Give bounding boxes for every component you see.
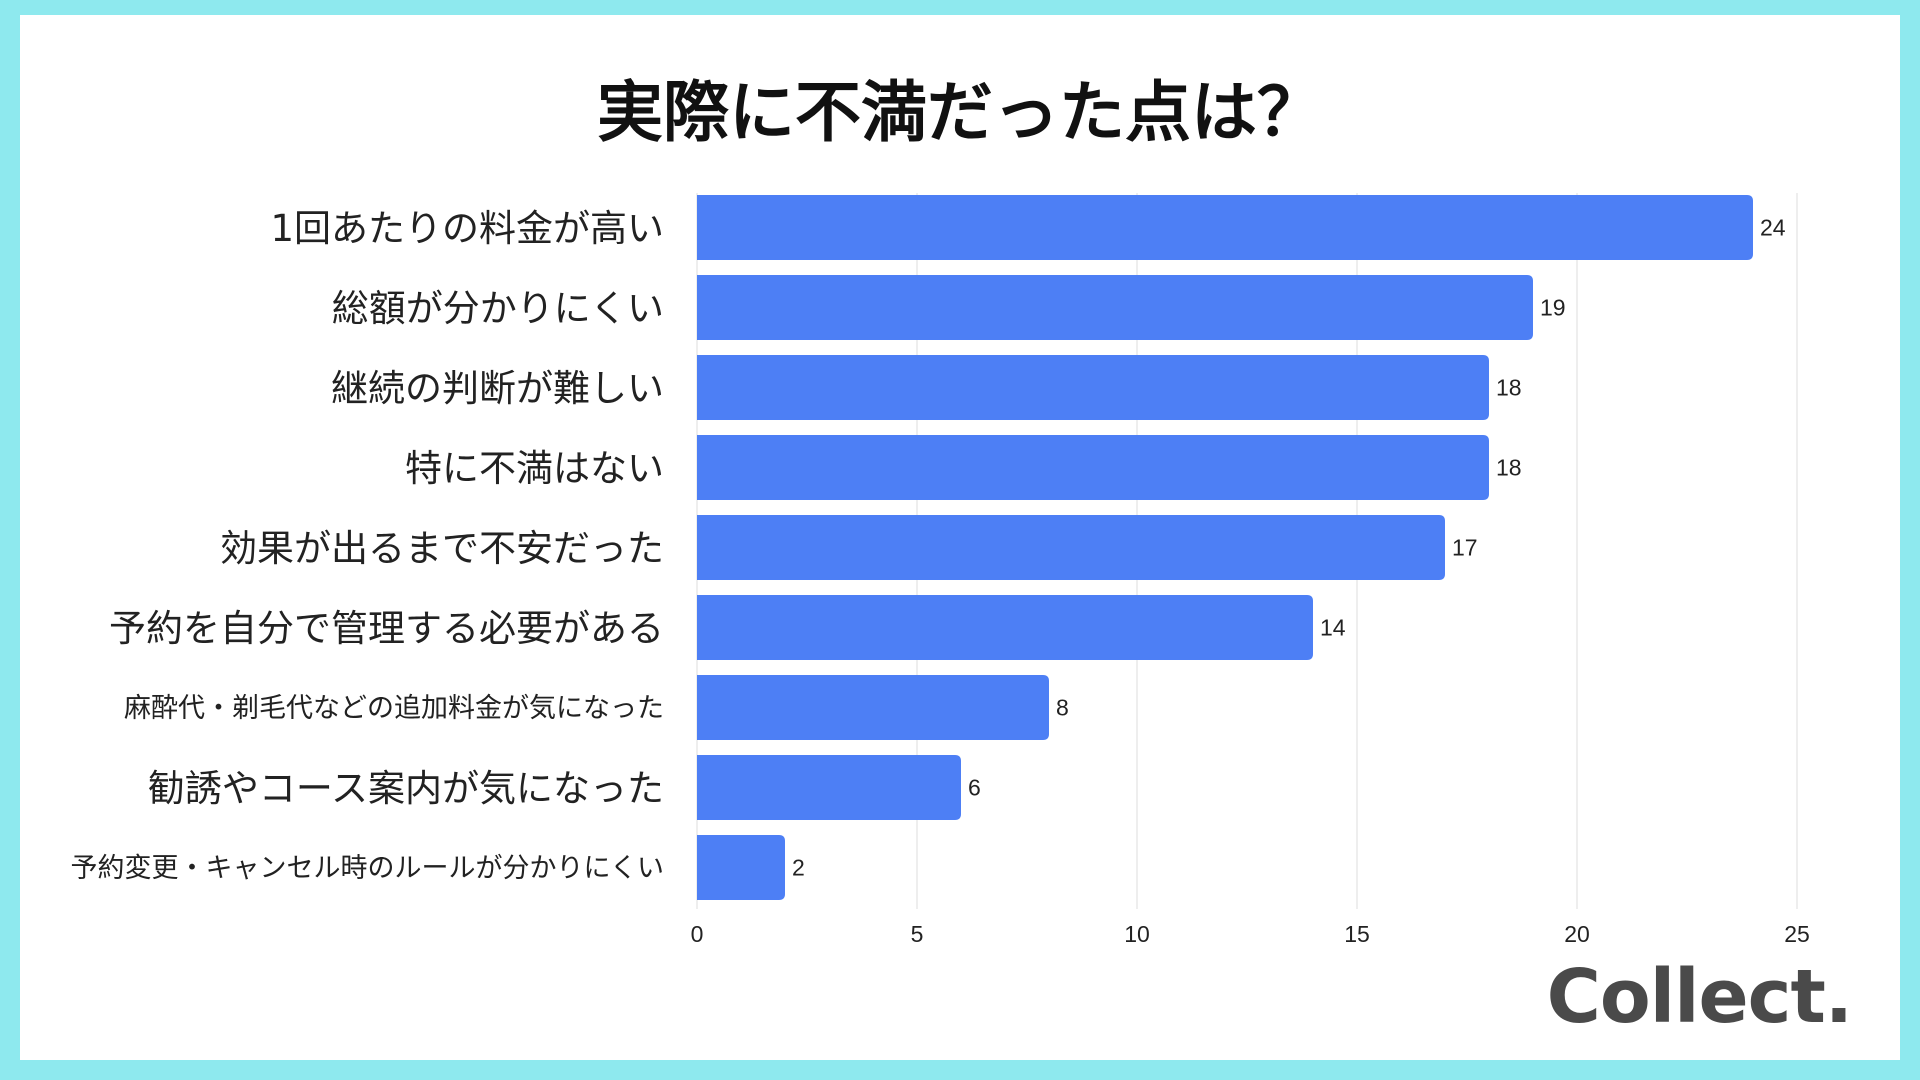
category-label: 効果が出るまで不安だった <box>220 527 664 570</box>
value-label: 19 <box>1540 295 1566 321</box>
value-label: 24 <box>1760 215 1786 241</box>
collect-logo: Collect. <box>1546 954 1853 1040</box>
x-tick-label: 10 <box>1124 921 1150 947</box>
bar <box>697 595 1313 660</box>
x-tick-label: 0 <box>691 921 704 947</box>
bar <box>697 675 1049 740</box>
bar <box>697 435 1489 500</box>
category-label: 麻酔代・剃毛代などの追加料金が気になった <box>124 693 664 724</box>
bar <box>697 755 961 820</box>
value-label: 8 <box>1056 695 1069 721</box>
chart-title: 実際に不満だった点は？ <box>597 74 1323 151</box>
bar <box>697 515 1445 580</box>
x-tick-label: 25 <box>1784 921 1810 947</box>
value-label: 14 <box>1320 615 1346 641</box>
category-label: 予約を自分で管理する必要がある <box>109 607 664 650</box>
category-label: 予約変更・キャンセル時のルールが分かりにくい <box>71 853 664 884</box>
bar-chart: 0 5 10 15 20 25 24 1回あたりの料金が高い 19 総額が分かりにくい 18 継続の判… <box>71 193 1810 947</box>
category-label: 特に不満はない <box>405 447 664 490</box>
value-label: 17 <box>1452 535 1478 561</box>
bar <box>697 835 785 900</box>
value-label: 18 <box>1496 375 1522 401</box>
category-label: 勧誘やコース案内が気になった <box>148 767 664 810</box>
category-label: 総額が分かりにくい <box>332 287 664 330</box>
bar <box>697 355 1489 420</box>
x-tick-label: 5 <box>911 921 924 947</box>
category-label: 1回あたりの料金が高い <box>270 207 664 250</box>
chart-card: 実際に不満だった点は？ 0 5 10 15 20 25 24 1回あたりの料金が高い 19 総額が… <box>20 15 1900 1060</box>
x-tick-label: 15 <box>1344 921 1370 947</box>
bar <box>697 275 1533 340</box>
value-label: 18 <box>1496 455 1522 481</box>
x-tick-label: 20 <box>1564 921 1590 947</box>
value-label: 6 <box>968 775 981 801</box>
bar <box>697 195 1753 260</box>
category-label: 継続の判断が難しい <box>331 367 664 410</box>
value-label: 2 <box>792 855 805 881</box>
